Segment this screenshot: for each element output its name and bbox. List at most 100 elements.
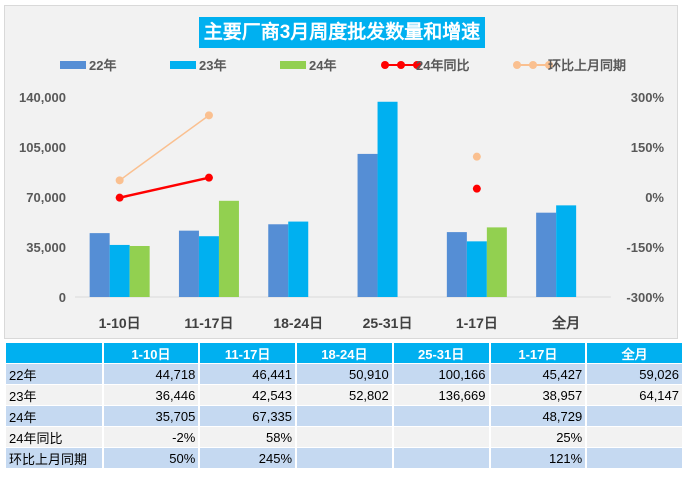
table-cell: 45,427 bbox=[490, 364, 586, 384]
table-row: 24年同比 -2% 58% 25% bbox=[6, 427, 682, 447]
table-row: 23年 36,446 42,543 52,802 136,669 38,957 64,147 bbox=[6, 385, 682, 405]
table-row: 22年 44,718 46,441 50,910 100,166 45,427 59,026 bbox=[6, 364, 682, 384]
legend-swatch-23年 bbox=[170, 61, 196, 69]
legend-marker bbox=[397, 61, 405, 69]
bar-22年-18-24日 bbox=[268, 224, 289, 297]
line-segment-环比上月同期 bbox=[119, 114, 210, 181]
legend-marker bbox=[529, 61, 537, 69]
table-cell bbox=[587, 448, 682, 468]
table-header-row: 1-10日 11-17日 18-24日 25-31日 1-17日 全月 bbox=[6, 343, 682, 363]
column-header: 18-24日 bbox=[297, 343, 392, 363]
legend-label-23年: 23年 bbox=[199, 58, 226, 73]
bar-22年-25-31日 bbox=[357, 153, 378, 297]
legend-label-24年: 24年 bbox=[309, 58, 336, 73]
category-label: 1-17日 bbox=[456, 315, 498, 331]
right-tick-label: 300% bbox=[631, 90, 665, 105]
row-label: 23年 bbox=[6, 385, 102, 405]
point-环比上月同期-1-17日 bbox=[472, 152, 481, 161]
legend-label-环比上月同期: 环比上月同期 bbox=[548, 58, 626, 73]
table-cell bbox=[393, 448, 489, 468]
point-环比上月同期-1-10日 bbox=[115, 176, 124, 185]
table-cell: 64,147 bbox=[587, 385, 682, 405]
row-label: 24年同比 bbox=[6, 427, 102, 447]
category-label: 25-31日 bbox=[363, 315, 413, 331]
table-cell: 50,910 bbox=[297, 364, 392, 384]
table-cell: 245% bbox=[200, 448, 296, 468]
table-cell bbox=[297, 427, 392, 447]
table-cell: 100,166 bbox=[393, 364, 489, 384]
row-label: 22年 bbox=[6, 364, 102, 384]
left-tick-label: 0 bbox=[59, 290, 66, 305]
column-header: 11-17日 bbox=[200, 343, 296, 363]
right-tick-label: 150% bbox=[631, 140, 665, 155]
bar-23年-11-17日 bbox=[198, 236, 219, 297]
legend-label-24年同比: 24年同比 bbox=[416, 58, 469, 73]
chart-title: 主要厂商3月周度批发数量和增速 bbox=[199, 17, 485, 48]
table-cell: 46,441 bbox=[200, 364, 296, 384]
row-label: 24年 bbox=[6, 406, 102, 426]
column-header: 全月 bbox=[587, 343, 682, 363]
category-label: 1-10日 bbox=[99, 315, 141, 331]
line-segment-24年同比 bbox=[119, 176, 210, 199]
table-cell: 44,718 bbox=[103, 364, 199, 384]
table-cell: 38,957 bbox=[490, 385, 586, 405]
bar-24年-1-17日 bbox=[486, 227, 507, 297]
bar-22年-全月 bbox=[536, 212, 557, 297]
column-header: 25-31日 bbox=[393, 343, 489, 363]
legend-marker bbox=[381, 61, 389, 69]
legend-label-22年: 22年 bbox=[89, 58, 116, 73]
category-label: 18-24日 bbox=[273, 315, 323, 331]
table-cell bbox=[297, 448, 392, 468]
left-tick-label: 35,000 bbox=[26, 240, 66, 255]
bar-22年-1-10日 bbox=[89, 233, 110, 297]
table-cell bbox=[297, 406, 392, 426]
table-cell: 36,446 bbox=[103, 385, 199, 405]
table-cell: 42,543 bbox=[200, 385, 296, 405]
legend-swatch-24年 bbox=[280, 61, 306, 69]
bar-22年-11-17日 bbox=[178, 230, 199, 297]
bar-23年-18-24日 bbox=[288, 221, 309, 297]
left-tick-label: 140,000 bbox=[19, 90, 66, 105]
point-环比上月同期-11-17日 bbox=[204, 111, 213, 120]
left-tick-label: 70,000 bbox=[26, 190, 66, 205]
right-tick-label: -300% bbox=[626, 290, 664, 305]
table-cell: 67,335 bbox=[200, 406, 296, 426]
point-24年同比-11-17日 bbox=[204, 173, 213, 182]
right-tick-label: 0% bbox=[645, 190, 664, 205]
table-cell: 50% bbox=[103, 448, 199, 468]
point-24年同比-1-10日 bbox=[115, 193, 124, 202]
table-cell: 48,729 bbox=[490, 406, 586, 426]
table-cell bbox=[587, 406, 682, 426]
chart-svg: 0 35,000 70,000 105,000 140,000 -300% -150% 0% 1… bbox=[19, 58, 665, 331]
category-label: 全月 bbox=[551, 315, 580, 331]
bar-23年-1-17日 bbox=[466, 241, 487, 297]
table-cell: -2% bbox=[103, 427, 199, 447]
table-cell bbox=[393, 427, 489, 447]
bar-22年-1-17日 bbox=[446, 232, 467, 297]
bar-23年-全月 bbox=[556, 205, 577, 297]
table-cell: 136,669 bbox=[393, 385, 489, 405]
data-table: 1-10日 11-17日 18-24日 25-31日 1-17日 全月 22年 44,718 4… bbox=[4, 342, 684, 469]
legend-marker bbox=[413, 61, 421, 69]
table-cell bbox=[587, 427, 682, 447]
table-row: 环比上月同期 50% 245% 121% bbox=[6, 448, 682, 468]
column-header: 1-17日 bbox=[490, 343, 586, 363]
table-row: 24年 35,705 67,335 48,729 bbox=[6, 406, 682, 426]
legend-swatch-22年 bbox=[60, 61, 86, 69]
table-cell: 58% bbox=[200, 427, 296, 447]
category-label: 11-17日 bbox=[184, 315, 233, 331]
column-header: 1-10日 bbox=[103, 343, 199, 363]
bar-24年-1-10日 bbox=[129, 245, 150, 297]
bar-23年-25-31日 bbox=[377, 101, 398, 297]
bar-24年-11-17日 bbox=[218, 200, 239, 297]
table-cell bbox=[393, 406, 489, 426]
table-cell: 25% bbox=[490, 427, 586, 447]
row-label: 环比上月同期 bbox=[6, 448, 102, 468]
table-cell: 35,705 bbox=[103, 406, 199, 426]
left-tick-label: 105,000 bbox=[19, 140, 66, 155]
column-header bbox=[6, 343, 102, 363]
table-cell: 52,802 bbox=[297, 385, 392, 405]
table-cell: 121% bbox=[490, 448, 586, 468]
bar-23年-1-10日 bbox=[109, 244, 130, 297]
legend-marker bbox=[513, 61, 521, 69]
